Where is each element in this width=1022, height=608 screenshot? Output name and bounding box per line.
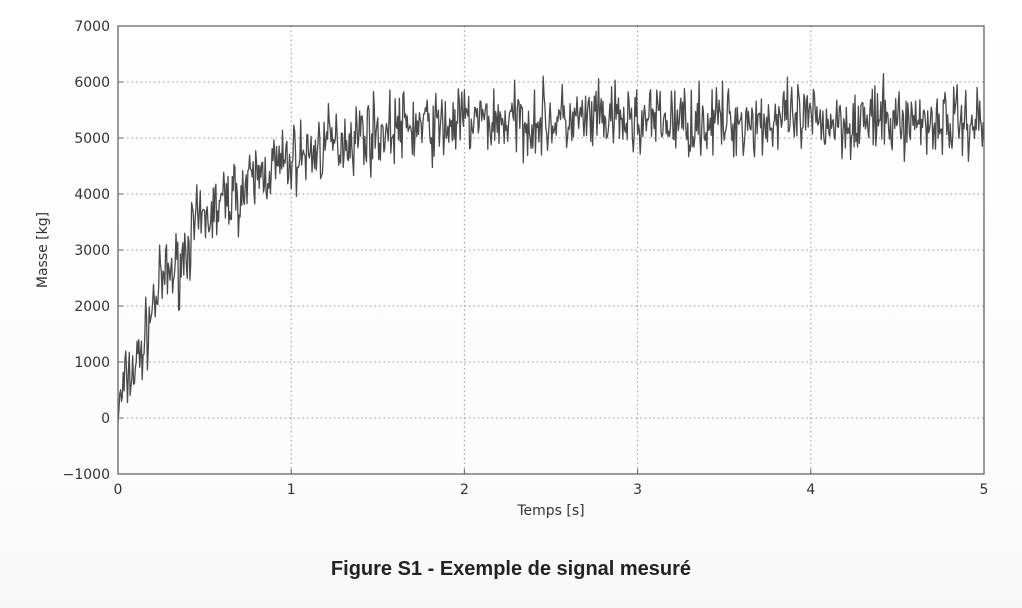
y-tick-label: 5000: [74, 131, 110, 147]
y-tick-label: 3000: [74, 243, 110, 259]
plot-area: [117, 72, 985, 423]
y-tick-label: 6000: [74, 75, 110, 91]
x-axis: 0 1 2 3 4 5: [114, 469, 989, 498]
y-tick-label: 0: [101, 411, 110, 427]
x-tick-label: 2: [460, 482, 469, 498]
y-tick-label: 1000: [74, 355, 110, 371]
x-tick-label: 1: [287, 482, 296, 498]
x-tick-label: 4: [806, 482, 815, 498]
y-tick-label: 2000: [74, 299, 110, 315]
signal-line: [117, 72, 985, 423]
y-tick-label: 7000: [74, 19, 110, 35]
y-tick-label: 4000: [74, 187, 110, 203]
x-tick-label: 5: [980, 482, 989, 498]
grid-lines: [118, 26, 984, 474]
y-axis-label: Masse [kg]: [35, 212, 51, 288]
x-tick-label: 0: [114, 482, 123, 498]
x-axis-label: Temps [s]: [516, 503, 584, 519]
y-tick-label: −1000: [63, 467, 110, 483]
x-tick-label: 3: [633, 482, 642, 498]
y-axis: −1000 0 1000 2000 3000 4000 5000 6000 7000: [63, 19, 123, 483]
figure-caption: Figure S1 - Exemple de signal mesuré: [330, 558, 692, 580]
